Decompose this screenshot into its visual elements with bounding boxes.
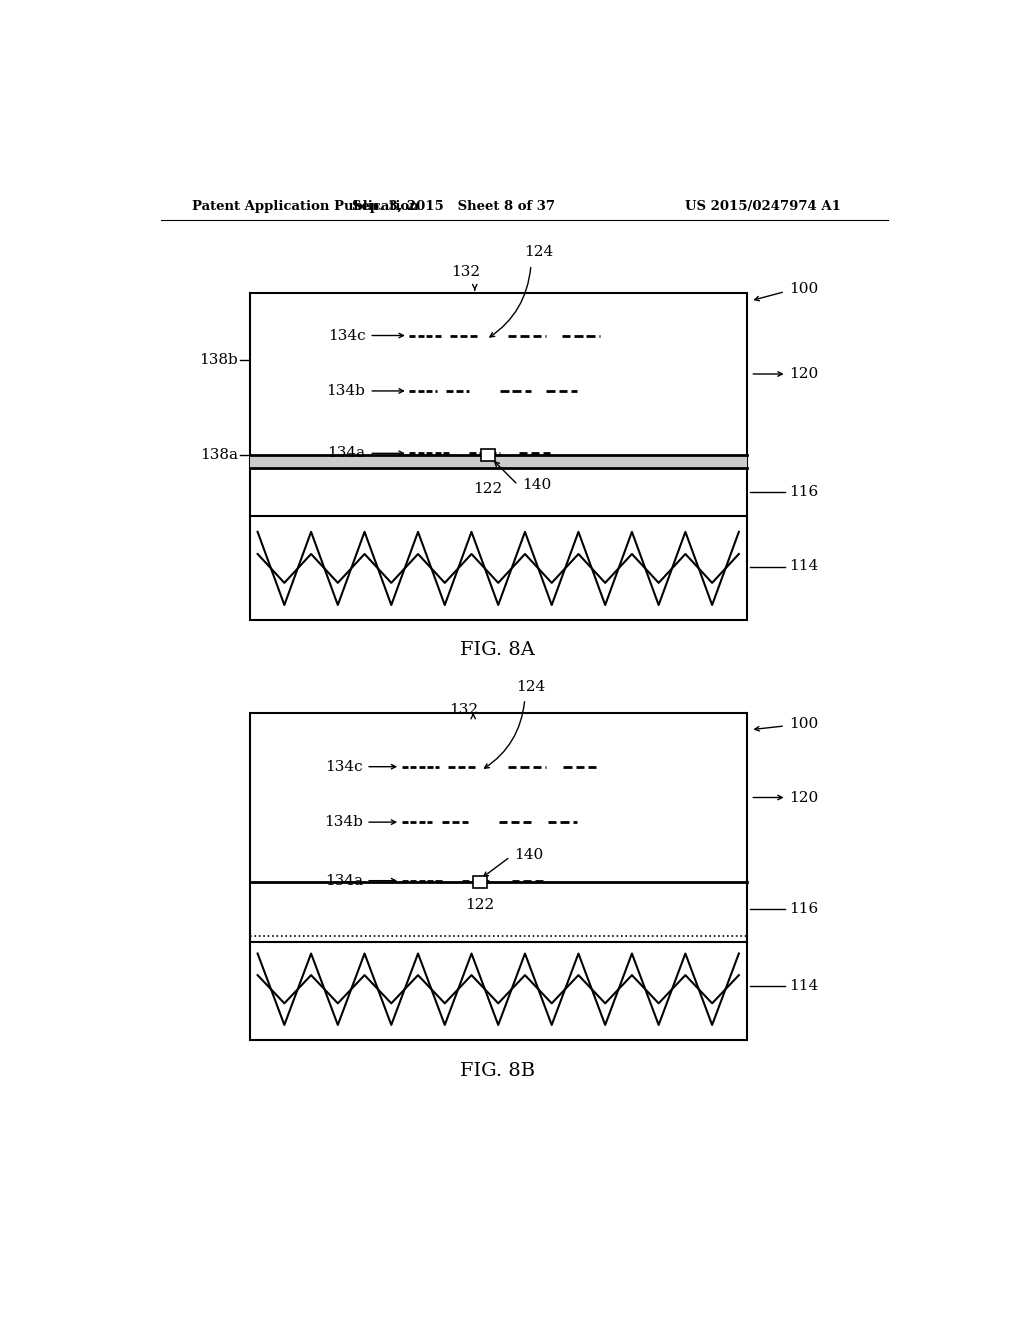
Text: Patent Application Publication: Patent Application Publication	[193, 199, 419, 213]
Text: 138a: 138a	[201, 447, 239, 462]
Text: 120: 120	[788, 367, 818, 381]
Text: 122: 122	[466, 898, 495, 912]
Text: FIG. 8B: FIG. 8B	[460, 1061, 536, 1080]
Text: Sep. 3, 2015   Sheet 8 of 37: Sep. 3, 2015 Sheet 8 of 37	[352, 199, 555, 213]
Text: 100: 100	[788, 282, 818, 296]
Text: 100: 100	[788, 717, 818, 731]
Text: 134b: 134b	[327, 384, 366, 397]
Bar	[250, 293, 746, 620]
Text: 134a: 134a	[325, 874, 364, 887]
Text: FIG. 8A: FIG. 8A	[461, 640, 536, 659]
Text: 132: 132	[451, 265, 480, 280]
Bar	[473, 876, 487, 888]
Text: 116: 116	[788, 902, 818, 916]
Text: 140: 140	[521, 478, 551, 492]
Text: 114: 114	[788, 560, 818, 573]
Text: 134c: 134c	[326, 760, 364, 774]
Text: 116: 116	[788, 484, 818, 499]
Text: 134b: 134b	[325, 816, 364, 829]
Text: 124: 124	[524, 244, 553, 259]
Bar	[250, 455, 746, 469]
Text: 138b: 138b	[200, 354, 239, 367]
Text: 122: 122	[473, 482, 503, 496]
Bar	[250, 713, 746, 1040]
Bar	[481, 449, 495, 461]
Text: 140: 140	[514, 849, 544, 862]
Text: 114: 114	[788, 979, 818, 993]
Text: 120: 120	[788, 791, 818, 804]
Text: US 2015/0247974 A1: US 2015/0247974 A1	[685, 199, 841, 213]
Text: 132: 132	[449, 702, 478, 717]
Text: 134c: 134c	[328, 329, 366, 342]
Text: 124: 124	[516, 680, 546, 693]
Text: 134a: 134a	[328, 446, 366, 461]
